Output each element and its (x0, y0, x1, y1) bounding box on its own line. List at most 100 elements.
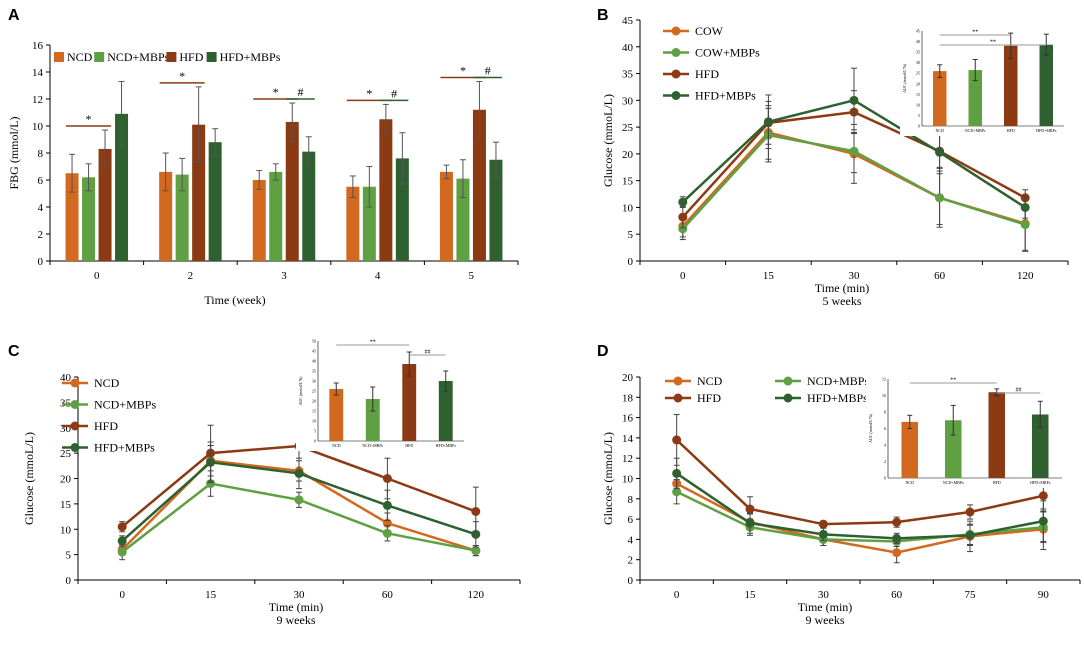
panel-b-legend-marker (671, 26, 681, 36)
panel-b-ytick-label: 10 (622, 202, 634, 214)
panel-c-inset-ytick-label: 5 (314, 429, 316, 434)
a-ytick-label: 14 (32, 67, 44, 79)
panel-c-legend-marker (70, 421, 80, 431)
panel-b-ytick-label: 5 (628, 229, 634, 241)
panel-d-legend-marker (783, 376, 793, 386)
panel-d-inset-y-label: AUC (mmol/L*h) (868, 413, 873, 443)
a-significance-label: * (273, 85, 279, 99)
panel-c-inset-bar (402, 364, 417, 441)
panel-b-legend: COW COW+MBPs HFD HFD+MBPs (663, 24, 760, 103)
panel-b-data-point (1020, 220, 1030, 230)
panel-d-legend-marker (783, 393, 793, 403)
a-ytick-label: 2 (38, 229, 44, 241)
a-bar (302, 151, 316, 261)
panel-d-data-point (965, 530, 975, 540)
a-bar (208, 142, 222, 261)
a-significance-label: * (86, 112, 92, 126)
panel-d-ytick-label: 8 (628, 494, 634, 506)
panel-c-data-point (382, 528, 392, 538)
panel-c-legend-marker (70, 378, 80, 388)
panel-b-x-label: Time (min) (815, 281, 870, 295)
a-legend: NCD NCD+MBPs HFD HFD+MBPs (54, 50, 281, 64)
a-legend-swatch (94, 52, 105, 62)
panel-b-legend-label: HFD (695, 67, 719, 81)
panel-d-inset: 0 2 4 6 8 10 12 AUC (mmol/L*h) NCD NCD+MBPs HFD HFD… (866, 374, 1066, 488)
panel-d-legend-label: NCD (697, 374, 723, 388)
panel-c-ytick-label: 30 (60, 423, 72, 435)
panel-d-inset-ytick-label: 10 (882, 393, 886, 398)
panel-d-xtick-label: 90 (1038, 589, 1050, 601)
panel-b-data-point (849, 146, 859, 156)
panel-b-subtitle: 5 weeks (823, 294, 862, 308)
panel-c-ytick-label: 25 (60, 448, 72, 460)
panel-c-data-point (382, 474, 392, 483)
a-significance-label: * (460, 63, 466, 77)
panel-d-ytick-label: 6 (628, 514, 634, 526)
panel-d-inset-bar (988, 392, 1006, 478)
panel-c-data-point (206, 457, 216, 467)
panel-b-data-point (1020, 202, 1030, 212)
panel-b-inset-category-label: NCD (936, 128, 945, 133)
a-ytick-label: 10 (32, 121, 44, 133)
a-xtick-label: 4 (375, 270, 381, 282)
panel-b-ytick-label: 20 (622, 149, 634, 161)
panel-d-data-point (892, 548, 902, 558)
a-ytick-label: 4 (38, 202, 44, 214)
panel-d-letter: D (597, 343, 609, 360)
panel-d-inset-bar (901, 421, 919, 478)
panel-b-data-point (678, 197, 688, 207)
panel-b-inset-bar (1004, 45, 1018, 126)
panel-c-legend-label: NCD (94, 376, 120, 390)
panel-d-data-point (818, 529, 828, 539)
panel-c-inset-significance-label: ## (425, 350, 431, 356)
panel-b-xtick-label: 60 (934, 270, 946, 282)
panel-d-data-point (1038, 516, 1048, 526)
panel-b-legend-label: COW (695, 24, 724, 38)
panel-c: C 0 5 10 15 20 25 30 35 40 0 15 30 60 120 Glucose (mmoL… (8, 336, 521, 627)
panel-b-inset-ytick-label: 20 (916, 81, 920, 86)
panel-c-data-point (117, 547, 127, 557)
panel-d-inset-ytick-label: 4 (884, 443, 886, 448)
panel-d-ytick-label: 16 (622, 413, 634, 425)
panel-c-inset-ytick-label: 35 (312, 369, 316, 374)
panel-d-data-point (818, 519, 828, 529)
panel-d-data-point (745, 518, 755, 528)
panel-d-legend: NCD NCD+MBPs HFD HFD+MBPs (665, 374, 869, 405)
panel-b-inset-y-label: AUC (mmol/L*h) (902, 63, 907, 93)
panel-c-data-point (382, 500, 392, 510)
a-legend-label: HFD (179, 50, 203, 64)
a-bar (65, 173, 79, 261)
panel-b-ytick-label: 30 (622, 95, 634, 107)
panel-b-inset-ytick-label: 10 (916, 102, 920, 107)
panel-b-data-point (763, 117, 773, 127)
panel-c-ytick-label: 10 (60, 524, 72, 536)
panel-d-series-line (675, 472, 1044, 540)
panel-b-inset-ytick-label: 0 (918, 124, 920, 129)
panel-d-series-line (675, 439, 1044, 526)
a-bar (269, 171, 283, 261)
panel-letter-a: A (8, 7, 20, 24)
panel-b-inset-bar (968, 70, 982, 126)
panel-d-inset-ytick-label: 6 (884, 426, 886, 431)
panel-c-inset-bar (329, 389, 344, 441)
panel-b-inset-significance-label: ** (990, 40, 996, 46)
panel-c-inset-bar (438, 381, 453, 441)
a-x-label: Time (week) (204, 293, 265, 307)
a-ytick-label: 12 (32, 94, 43, 106)
panel-d-inset-bar (944, 420, 962, 478)
panel-c-inset-ytick-label: 30 (312, 379, 316, 384)
panel-c-data-point (471, 546, 481, 556)
panel-c-xtick-label: 30 (294, 589, 306, 601)
panel-b-letter: B (597, 7, 609, 24)
panel-d-inset-category-label: NCD+MBPs (943, 480, 964, 485)
panel-c-data-point (117, 522, 127, 532)
panel-d-inset-ytick-label: 0 (884, 476, 886, 481)
a-bar (175, 174, 189, 261)
panel-b-data-point (678, 212, 688, 222)
panel-c-legend: NCD NCD+MBPs HFD HFD+MBPs (62, 376, 156, 455)
panel-d-ytick-label: 4 (628, 534, 634, 546)
a-bar (395, 158, 409, 261)
panel-d-xtick-label: 75 (965, 589, 977, 601)
a-legend-swatch (166, 52, 177, 62)
